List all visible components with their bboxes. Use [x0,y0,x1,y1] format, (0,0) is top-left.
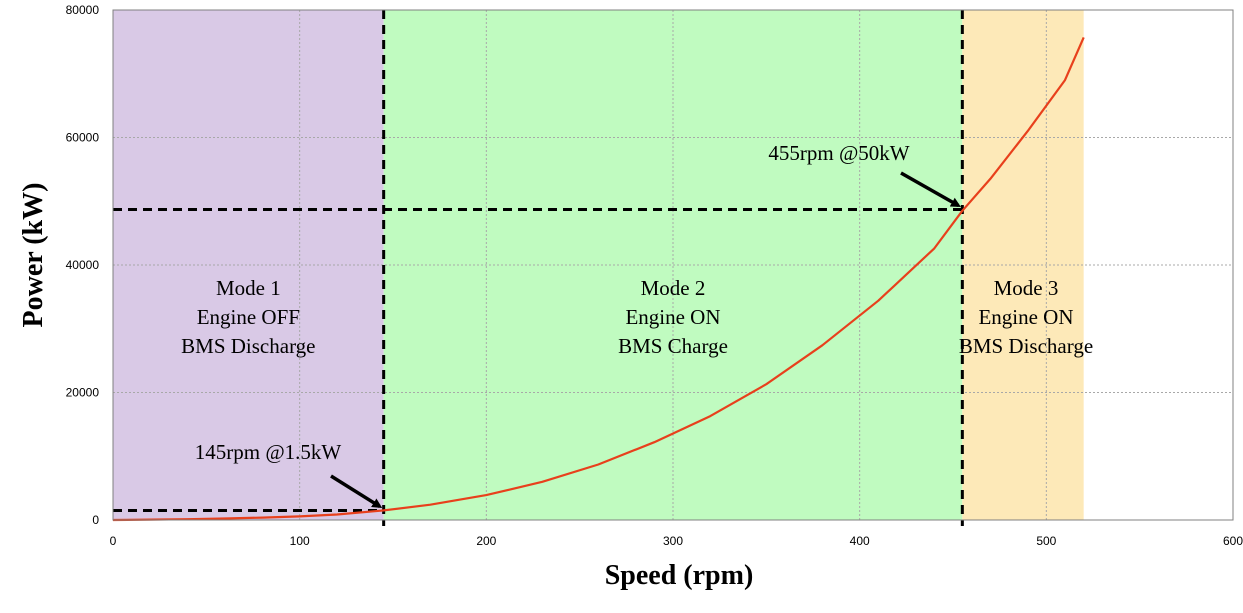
mode-label-line: BMS Charge [618,334,728,358]
y-tick-label: 60000 [66,131,100,145]
mode-1-label: Mode 1 Engine OFF BMS Discharge [181,276,315,358]
power-curve-line [112,36,1085,522]
x-tick-label: 100 [290,534,310,548]
series-group [112,36,1085,522]
grid-lines [113,10,1233,520]
x-tick-label: 600 [1223,534,1243,548]
x-tick-label: 400 [850,534,870,548]
x-tick-label: 300 [663,534,683,548]
y-tick-label: 0 [92,513,99,527]
region-labels: Mode 1 Engine OFF BMS Discharge Mode 2 Engin… [181,276,1093,358]
mode-2-label: Mode 2 Engine ON BMS Charge [618,276,728,358]
reference-lines [113,10,964,526]
x-axis-title: Speed (rpm) [605,560,754,591]
mode-label-line: BMS Discharge [959,334,1093,358]
axis-ticks: 0 100 200 300 400 500 600 0 20000 40000 60000 80000 [66,3,1243,548]
y-tick-label: 20000 [66,386,100,400]
mode-label-line: Engine ON [978,305,1073,329]
x-tick-label: 500 [1036,534,1056,548]
annotation-label-1: 145rpm @1.5kW [195,440,342,464]
x-tick-label: 200 [476,534,496,548]
annotations: 145rpm @1.5kW 455rpm @50kW [195,141,961,509]
y-axis-title: Power (kW) [18,183,49,328]
mode-label-line: Mode 2 [641,276,706,300]
annotation-arrow-1 [330,474,383,509]
annotation-label-2: 455rpm @50kW [768,141,909,165]
mode-label-line: Engine OFF [197,305,300,329]
mode-label-line: BMS Discharge [181,334,315,358]
x-tick-label: 0 [110,534,117,548]
mode-label-line: Mode 3 [994,276,1059,300]
y-tick-label: 80000 [66,3,100,17]
mode-label-line: Engine ON [625,305,720,329]
mode-3-label: Mode 3 Engine ON BMS Discharge [959,276,1093,358]
plot-frame [112,9,1234,521]
y-tick-label: 40000 [66,258,100,272]
mode-label-line: Mode 1 [216,276,281,300]
annotation-arrow-2 [900,171,961,208]
